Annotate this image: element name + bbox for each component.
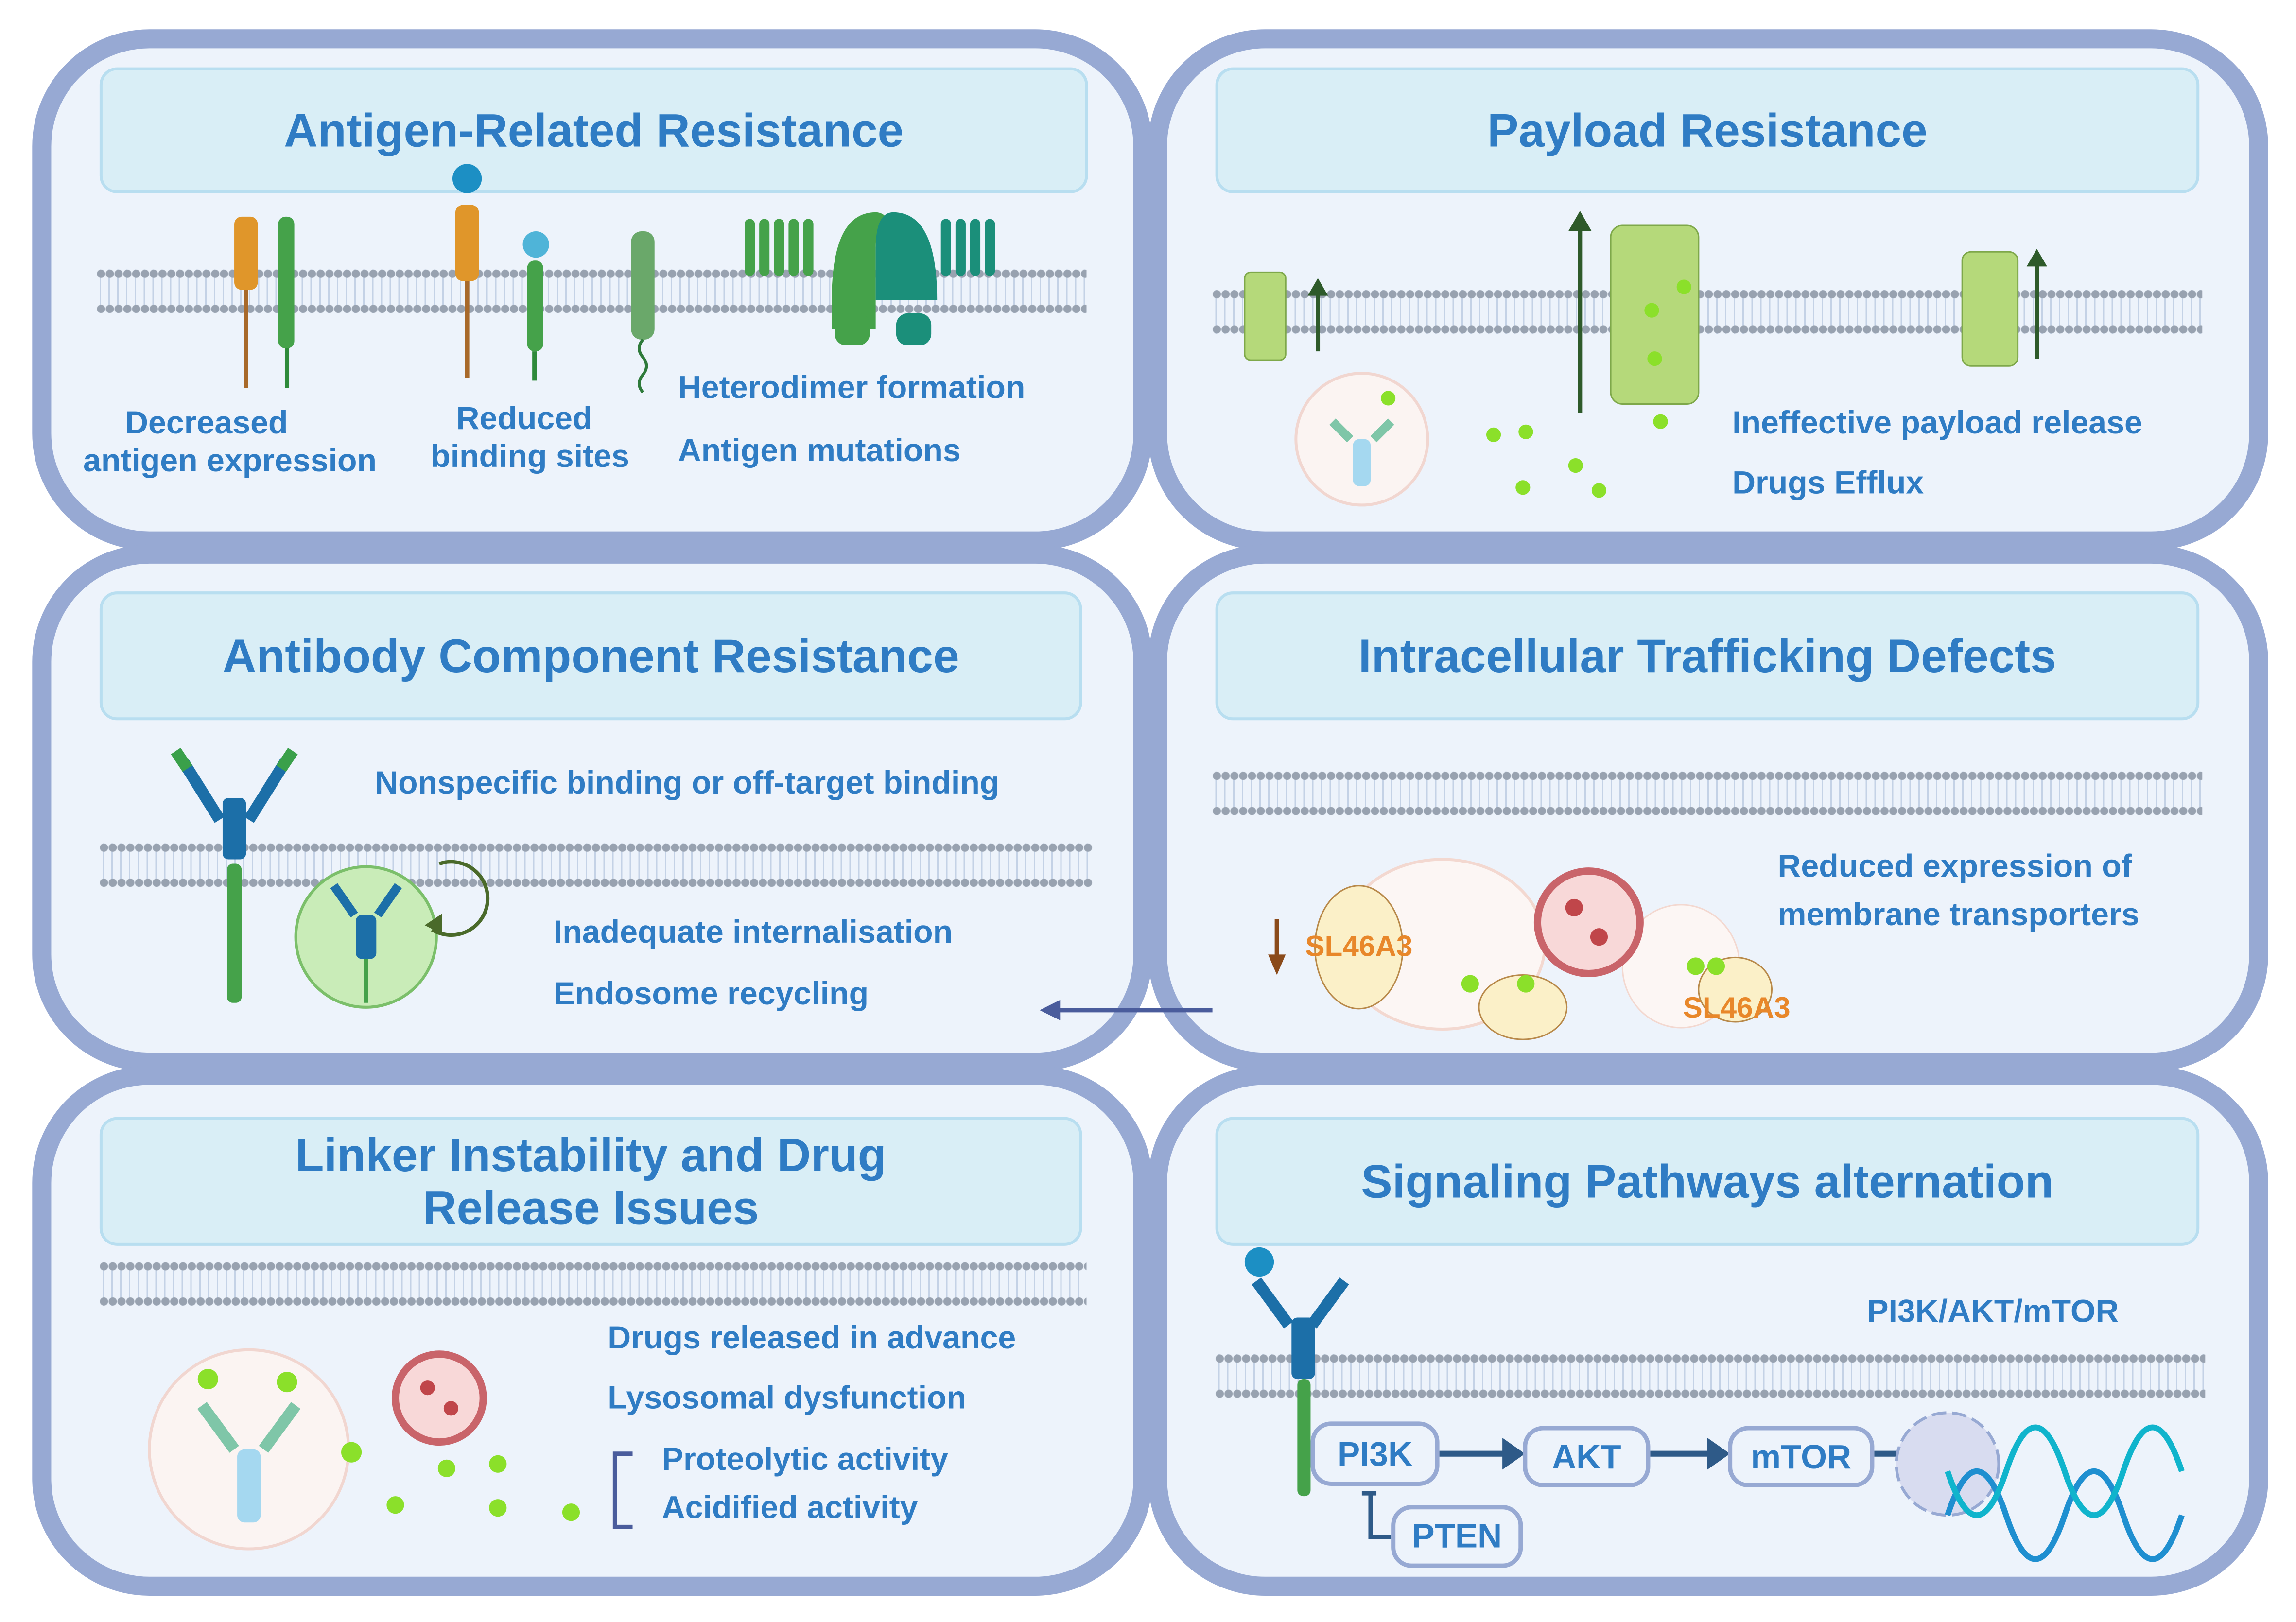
recycling-arrowhead-icon xyxy=(424,913,442,934)
adc-vesicle-icon xyxy=(1294,372,1429,507)
flow-arrow-icon xyxy=(1040,1000,1213,1020)
label-transporter-sl46a3: SL46A3 xyxy=(1683,992,1791,1025)
title-payload: Payload Resistance xyxy=(1215,67,2200,193)
efflux-pump-icon xyxy=(1244,271,1328,361)
label-nonspecific: Nonspecific binding or off-target bindin… xyxy=(375,764,1000,801)
label-pathway: PI3K/AKT/mTOR xyxy=(1867,1293,2119,1329)
node-akt: AKT xyxy=(1523,1426,1651,1488)
cell-membrane xyxy=(1212,771,2203,816)
label-reduced: Reduced xyxy=(456,399,592,436)
label-drugs-efflux: Drugs Efflux xyxy=(1732,464,1924,501)
title-linker: Linker Instability and Drug Release Issu… xyxy=(99,1117,1082,1246)
recycling-arrow-icon xyxy=(431,860,490,937)
dna-icon xyxy=(1945,1424,2185,1562)
antigen-receptor-icon xyxy=(234,216,258,388)
lysosome-icon xyxy=(391,1350,487,1446)
label-binding-sites: binding sites xyxy=(431,437,630,475)
efflux-pump-icon xyxy=(1961,249,2047,367)
title-trafficking: Intracellular Trafficking Defects xyxy=(1215,591,2200,721)
cell-membrane xyxy=(99,1262,1087,1306)
bound-antigen-receptor-icon xyxy=(522,231,549,381)
adc-vesicle-icon xyxy=(148,1348,362,1551)
label-released-advance: Drugs released in advance xyxy=(608,1319,1016,1356)
payload-drug-icon xyxy=(1486,279,1691,498)
payload-drug-icon xyxy=(1461,957,1725,993)
endosome-icon xyxy=(294,865,438,1009)
efflux-pump-icon xyxy=(1568,210,1700,413)
mutated-antigen-icon xyxy=(631,231,655,394)
label-antigen-expression: antigen expression xyxy=(83,442,377,479)
title-antibody: Antibody Component Resistance xyxy=(99,591,1082,721)
bound-antigen-receptor-icon xyxy=(452,164,482,378)
label-lysosomal: Lysosomal dysfunction xyxy=(608,1379,967,1416)
inhibition-icon xyxy=(1361,1491,1392,1539)
label-recycling: Endosome recycling xyxy=(553,975,869,1012)
cell-membrane xyxy=(99,843,1093,887)
antibody-icon xyxy=(171,747,298,1003)
label-payload-release: Ineffective payload release xyxy=(1732,404,2142,441)
label-decreased: Decreased xyxy=(125,404,288,441)
title-antigen: Antigen-Related Resistance xyxy=(99,67,1088,193)
label-transporter-sl46a3: SL46A3 xyxy=(1305,931,1413,964)
label-acidified: Acidified activity xyxy=(661,1489,918,1526)
node-mtor: mTOR xyxy=(1728,1426,1875,1488)
label-heterodimer: Heterodimer formation xyxy=(678,369,1026,406)
antigen-receptor-icon xyxy=(278,216,295,388)
payload-drug-icon xyxy=(386,1455,580,1521)
node-pi3k: PI3K xyxy=(1310,1421,1440,1486)
label-mutations: Antigen mutations xyxy=(678,431,961,469)
cell-membrane xyxy=(1215,1354,2206,1398)
heterodimer-receptor-icon xyxy=(745,212,995,346)
label-proteolytic: Proteolytic activity xyxy=(661,1440,949,1477)
label-internalisation: Inadequate internalisation xyxy=(553,913,953,950)
receptor-antibody-icon xyxy=(1244,1247,1349,1497)
node-pten: PTEN xyxy=(1391,1505,1523,1568)
bracket-icon xyxy=(612,1451,633,1529)
title-signaling: Signaling Pathways alternation xyxy=(1215,1117,2200,1246)
decrease-arrow-icon xyxy=(1268,919,1286,975)
label-reduced-expression: Reduced expression of xyxy=(1777,847,2132,884)
label-membrane-transporters: membrane transporters xyxy=(1777,896,2139,933)
nucleus-icon xyxy=(1895,1411,2000,1517)
